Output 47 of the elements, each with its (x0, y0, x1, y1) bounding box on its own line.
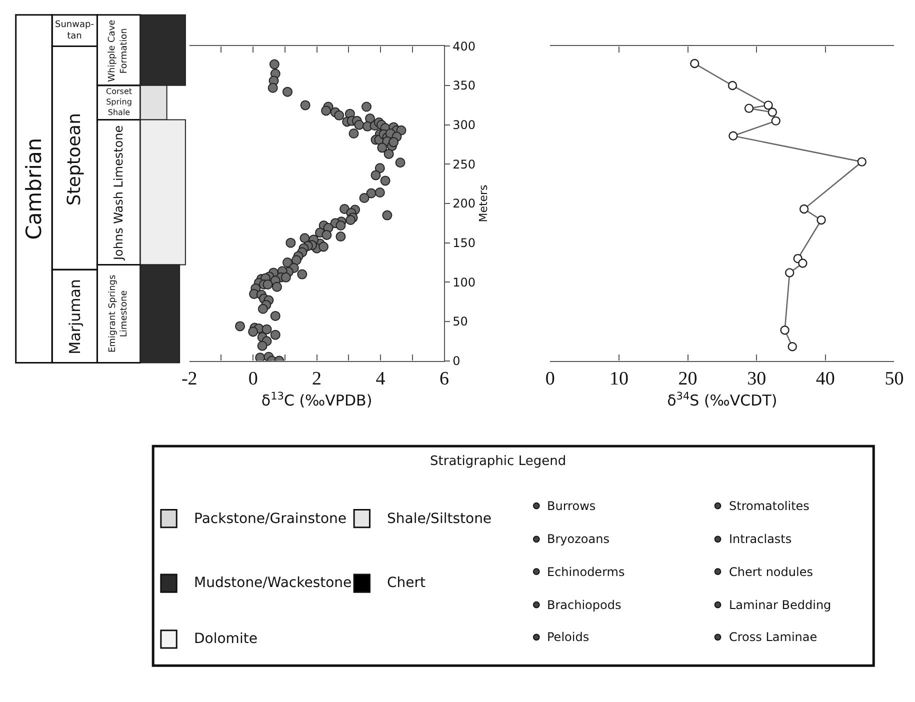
text: Cambrian (22, 138, 46, 240)
text: Emigrant Springs Limestone (108, 274, 130, 353)
y-tick-label: 350 (452, 78, 476, 93)
text: Whipple Cave Formation (108, 19, 130, 82)
x-tick-label: 10 (609, 368, 628, 390)
x-tick-label: 2 (312, 368, 322, 390)
y-tick-label: 100 (452, 275, 476, 290)
x-tick-label: 40 (816, 368, 835, 390)
text: Cross Laminae (729, 630, 818, 644)
text: Corset Spring Shale (106, 87, 132, 117)
y-tick-label: 250 (452, 157, 476, 172)
text: Dolomite (194, 631, 258, 647)
text: Intraclasts (729, 532, 792, 546)
text: Steptoean (64, 112, 85, 206)
x-tick-label: 4 (376, 368, 386, 390)
text: Bryozoans (547, 532, 610, 546)
text: Shale/Siltstone (387, 511, 492, 527)
text: Stratigraphic Legend (430, 454, 566, 469)
text: Echinoderms (547, 565, 625, 579)
text: Packstone/Grainstone (194, 511, 347, 527)
x-tick-label: 0 (248, 368, 258, 390)
y-tick-label: 400 (452, 39, 476, 54)
x-axis-title: δ$^{34}$S (‰VCDT) (667, 390, 778, 410)
text: Chert (387, 575, 426, 591)
y-tick-label: 50 (452, 314, 468, 329)
y-axis-title: Meters (476, 184, 490, 222)
text: Mudstone/Wackestone (194, 575, 352, 591)
text: Brachiopods (547, 598, 622, 612)
x-tick-label: 6 (440, 368, 449, 390)
x-tick-label: 20 (678, 368, 698, 390)
text: Laminar Bedding (729, 598, 832, 612)
text: Chert nodules (729, 565, 813, 579)
x-tick-label: -2 (181, 368, 198, 390)
y-tick-label: 150 (452, 236, 476, 250)
x-axis-title: δ$^{13}$C (‰VPDB) (261, 390, 372, 410)
text: Johns Wash Limestone (112, 125, 126, 261)
x-tick-label: 0 (545, 368, 555, 390)
x-tick-label: 30 (747, 368, 766, 390)
y-tick-label: 300 (452, 118, 476, 132)
y-tick-label: 0 (452, 354, 460, 368)
y-tick-label: 200 (452, 196, 476, 211)
x-tick-label: 50 (884, 368, 904, 390)
text: Sunwap- tan (55, 20, 94, 42)
text: Stromatolites (729, 499, 810, 513)
text: Burrows (547, 499, 596, 513)
text: Marjuman (66, 279, 84, 354)
text: Peloids (547, 630, 590, 644)
